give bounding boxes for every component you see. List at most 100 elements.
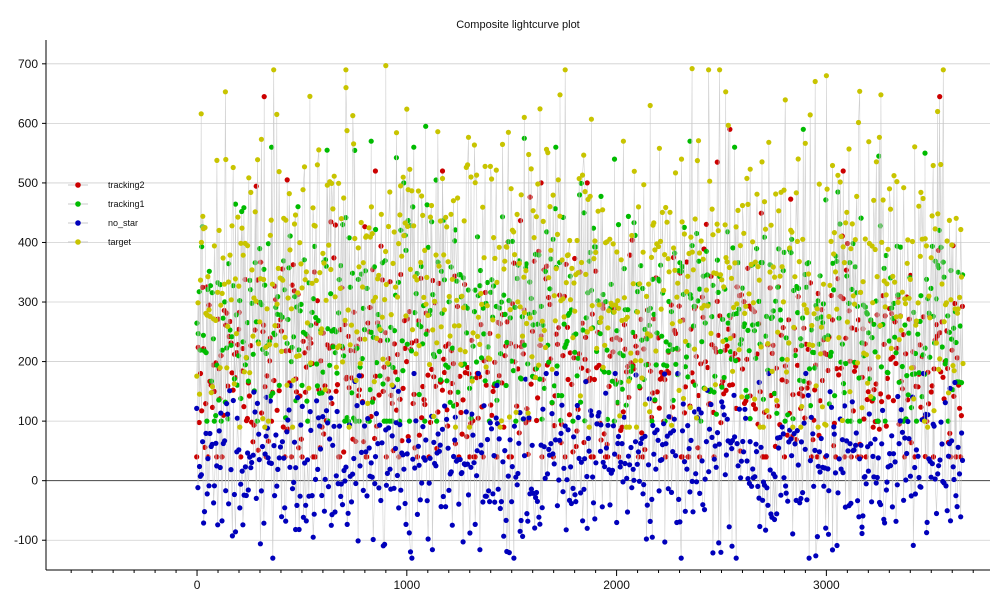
data-point-target (328, 266, 334, 273)
data-point-target (626, 424, 633, 430)
data-point-target (781, 187, 787, 193)
data-point-no_star (662, 539, 668, 545)
data-point-target (575, 270, 581, 276)
data-point-target (714, 221, 720, 227)
data-point-target (653, 348, 659, 354)
data-point-target (542, 344, 549, 351)
data-point-no_star (680, 401, 686, 407)
data-point-target (347, 342, 353, 348)
data-point-target (273, 342, 279, 348)
data-point-no_star (389, 433, 395, 439)
data-point-target (474, 172, 480, 178)
data-point-no_star (274, 483, 280, 489)
data-point-target (906, 295, 912, 301)
data-point-no_star (599, 504, 605, 510)
data-point-target (425, 312, 431, 318)
data-point-tracking2 (489, 412, 495, 418)
data-point-target (240, 252, 246, 258)
data-point-target (617, 413, 623, 419)
data-point-tracking1 (739, 285, 746, 291)
data-point-no_star (315, 415, 322, 421)
data-point-target (557, 213, 563, 219)
data-point-target (723, 89, 729, 95)
data-point-no_star (315, 466, 321, 472)
data-point-tracking1 (368, 138, 374, 144)
data-point-no_star (954, 504, 960, 510)
data-point-no_star (363, 449, 369, 455)
data-point-no_star (436, 448, 442, 454)
data-point-target (304, 320, 310, 326)
data-point-tracking1 (232, 201, 239, 207)
data-point-target (407, 166, 413, 172)
data-point-no_star (375, 441, 381, 447)
data-point-tracking1 (261, 266, 267, 272)
data-point-tracking2 (579, 365, 585, 371)
data-point-no_star (783, 490, 789, 496)
data-point-target (643, 293, 650, 299)
data-point-target (902, 301, 909, 307)
data-point-no_star (713, 464, 719, 470)
data-point-tracking2 (420, 383, 426, 390)
data-point-no_star (823, 525, 829, 531)
data-point-no_star (328, 522, 334, 528)
data-point-no_star (425, 536, 431, 542)
data-point-no_star (808, 414, 814, 420)
data-point-tracking1 (654, 330, 660, 336)
data-point-target (944, 238, 950, 244)
data-point-no_star (511, 423, 517, 429)
data-point-target (846, 146, 852, 152)
data-point-no_star (654, 427, 660, 433)
data-point-tracking1 (207, 283, 214, 289)
data-point-tracking2 (639, 430, 645, 436)
data-point-tracking2 (566, 412, 573, 418)
data-point-target (232, 276, 238, 282)
data-point-no_star (821, 483, 827, 489)
data-point-tracking1 (196, 289, 202, 295)
data-point-target (320, 250, 326, 256)
data-point-no_star (655, 437, 661, 443)
data-point-target (576, 176, 582, 182)
data-point-tracking1 (797, 377, 803, 383)
data-point-tracking2 (684, 259, 690, 265)
data-point-target (208, 390, 214, 396)
data-point-target (378, 211, 384, 217)
data-point-target (665, 256, 671, 262)
legend-marker-tracking2 (75, 182, 81, 188)
data-point-tracking2 (908, 440, 914, 446)
data-point-no_star (828, 404, 835, 410)
data-point-tracking2 (196, 419, 202, 426)
data-point-no_star (544, 471, 551, 477)
data-point-target (400, 174, 406, 180)
data-point-no_star (873, 480, 879, 486)
legend-label-target: target (108, 237, 132, 247)
data-point-no_star (729, 543, 735, 549)
data-point-target (739, 202, 746, 209)
data-point-no_star (783, 483, 789, 489)
data-point-target (626, 378, 632, 384)
data-point-tracking2 (400, 385, 406, 391)
data-point-tracking2 (399, 438, 405, 444)
data-point-tracking1 (445, 364, 451, 370)
data-point-tracking1 (473, 359, 480, 365)
data-point-target (715, 228, 721, 234)
data-point-no_star (709, 434, 715, 440)
y-tick-label: 600 (18, 116, 38, 130)
data-point-target (511, 252, 518, 258)
data-point-target (676, 387, 682, 393)
data-point-target (882, 304, 888, 310)
data-point-target (495, 333, 501, 339)
data-point-no_star (624, 509, 631, 515)
data-point-target (824, 186, 830, 192)
data-point-no_star (866, 411, 872, 417)
data-point-no_star (712, 443, 718, 449)
data-point-no_star (859, 530, 865, 537)
data-point-target (621, 295, 628, 301)
data-point-tracking2 (547, 301, 553, 308)
data-point-target (390, 260, 396, 266)
data-point-tracking1 (242, 362, 248, 368)
data-point-target (498, 418, 504, 424)
data-point-no_star (351, 455, 357, 462)
data-point-no_star (344, 521, 350, 528)
data-point-no_star (649, 534, 655, 540)
